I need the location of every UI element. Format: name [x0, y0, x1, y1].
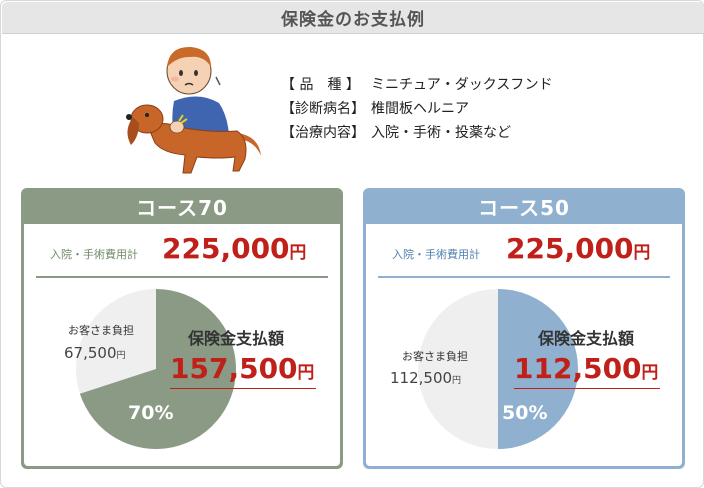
case-row-diagnosis: 【診断病名】 椎間板ヘルニア [281, 97, 553, 121]
course-70-panel: コース70 入院・手術費用計 225,000円 お客さま負担 67,500円 保… [21, 188, 343, 469]
self-pay-amount: 67,500 [64, 344, 117, 362]
boy-with-dachshund-illustration [126, 46, 261, 174]
self-pay-unit: 円 [452, 376, 462, 386]
case-value: 入院・手術・投薬など [371, 125, 511, 141]
self-pay-unit: 円 [116, 351, 126, 361]
total-cost-row: 入院・手術費用計 225,000円 [24, 224, 340, 276]
coverage-pie-chart [418, 289, 578, 449]
insurance-label: 保険金支払額 [538, 329, 635, 348]
self-pay-value: 112,500円 [390, 369, 461, 387]
total-cost-unit: 円 [633, 242, 651, 262]
self-pay-amount: 112,500 [390, 369, 453, 387]
insurance-value: 112,500円 [514, 352, 658, 385]
total-cost-value: 225,000円 [506, 232, 650, 265]
insurance-unit: 円 [297, 362, 315, 382]
course-title: コース70 [136, 195, 228, 220]
self-pay-value: 67,500円 [64, 344, 126, 362]
insurance-value: 157,500円 [170, 352, 314, 385]
insurance-amount: 112,500 [514, 352, 642, 385]
insurance-underline [170, 388, 316, 389]
total-cost-label: 入院・手術費用計 [50, 248, 138, 261]
coverage-percent: 50% [502, 402, 548, 424]
insurance-label: 保険金支払額 [188, 329, 285, 348]
pie-coverage-slice [79, 289, 236, 449]
total-cost-label: 入院・手術費用計 [392, 248, 480, 261]
case-details: 【 品 種 】 ミニチュア・ダックスフンド 【診断病名】 椎間板ヘルニア 【治療… [281, 73, 553, 145]
divider [378, 276, 670, 278]
case-key: 【診断病名】 [281, 101, 365, 117]
title-bar: 保険金のお支払例 [2, 2, 704, 34]
total-cost-amount: 225,000 [162, 232, 290, 265]
course-50-panel: コース50 入院・手術費用計 225,000円 お客さま負担 112,500円 … [363, 188, 685, 469]
case-row-treatment: 【治療内容】 入院・手術・投薬など [281, 121, 553, 145]
case-row-breed: 【 品 種 】 ミニチュア・ダックスフンド [281, 73, 553, 97]
divider [36, 276, 328, 278]
coverage-percent: 70% [128, 402, 174, 424]
coverage-pie-chart [76, 289, 236, 449]
case-value: 椎間板ヘルニア [371, 101, 469, 117]
insurance-underline [514, 388, 660, 389]
total-cost-unit: 円 [289, 242, 307, 262]
self-pay-label: お客さま負担 [402, 350, 468, 363]
total-cost-row: 入院・手術費用計 225,000円 [366, 224, 682, 276]
case-value: ミニチュア・ダックスフンド [371, 77, 553, 93]
self-pay-label: お客さま負担 [68, 324, 134, 337]
course-title: コース50 [478, 195, 570, 220]
insurance-unit: 円 [641, 362, 659, 382]
pie-coverage-slice [498, 289, 578, 449]
total-cost-amount: 225,000 [506, 232, 634, 265]
total-cost-value: 225,000円 [162, 232, 306, 265]
page-title: 保険金のお支払例 [281, 10, 425, 30]
insurance-amount: 157,500 [170, 352, 298, 385]
course-body: 入院・手術費用計 225,000円 お客さま負担 112,500円 保険金支払額… [366, 224, 682, 466]
case-key: 【 品 種 】 [281, 77, 360, 93]
course-body: 入院・手術費用計 225,000円 お客さま負担 67,500円 保険金支払額 … [24, 224, 340, 466]
case-key: 【治療内容】 [281, 125, 365, 141]
